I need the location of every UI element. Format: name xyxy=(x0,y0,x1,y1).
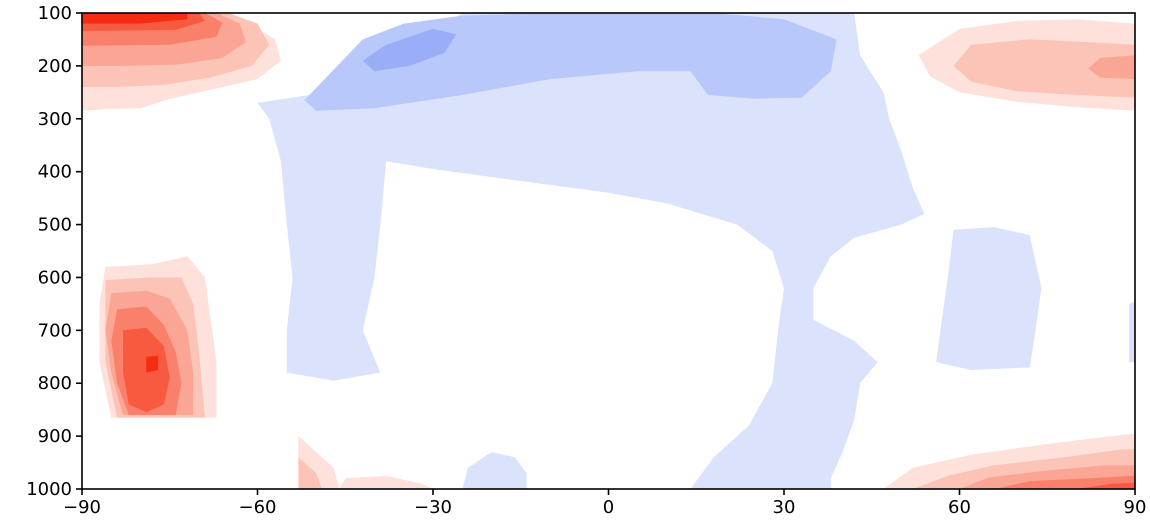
x-tick-label: 0 xyxy=(603,497,614,518)
x-axis: −90 −60 −30 0 30 60 90 xyxy=(63,489,1146,518)
contour-region-neg3-25 xyxy=(362,28,457,72)
plot-area xyxy=(82,13,1135,489)
contour-region-neg1-27 xyxy=(462,452,527,489)
y-tick-label: 100 xyxy=(38,3,72,24)
contour-region-pos6-11 xyxy=(146,355,159,373)
contour-region-pos3-17 xyxy=(1088,55,1135,80)
y-tick-label: 300 xyxy=(38,109,72,130)
y-tick-label: 400 xyxy=(38,162,72,183)
x-tick-label: 30 xyxy=(773,497,796,518)
y-tick-label: 500 xyxy=(38,215,72,236)
y-tick-label: 600 xyxy=(38,267,72,288)
contour-region-pos6-5 xyxy=(82,13,188,24)
contour-region-pos1-14 xyxy=(339,475,433,489)
contour-region-pos5-22 xyxy=(1076,482,1135,489)
x-tick-label: 60 xyxy=(948,497,971,518)
y-axis: 100 200 300 400 500 600 700 800 900 1000 xyxy=(26,3,82,500)
y-tick-label: 1000 xyxy=(26,479,72,500)
y-tick-label: 800 xyxy=(38,373,72,394)
x-tick-label: −60 xyxy=(239,497,277,518)
contour-region-pos2-16 xyxy=(953,39,1135,98)
y-tick-label: 900 xyxy=(38,426,72,447)
y-tick-label: 200 xyxy=(38,56,72,77)
contour-region-neg1-23 xyxy=(257,13,925,489)
x-tick-label: 90 xyxy=(1124,497,1147,518)
contour-region-neg1-26 xyxy=(936,227,1042,370)
contour-region-pos2-13 xyxy=(298,457,322,489)
contour-region-neg1-28 xyxy=(1129,301,1135,363)
x-tick-label: −90 xyxy=(63,497,101,518)
y-tick-label: 700 xyxy=(38,320,72,341)
x-tick-label: −30 xyxy=(414,497,452,518)
